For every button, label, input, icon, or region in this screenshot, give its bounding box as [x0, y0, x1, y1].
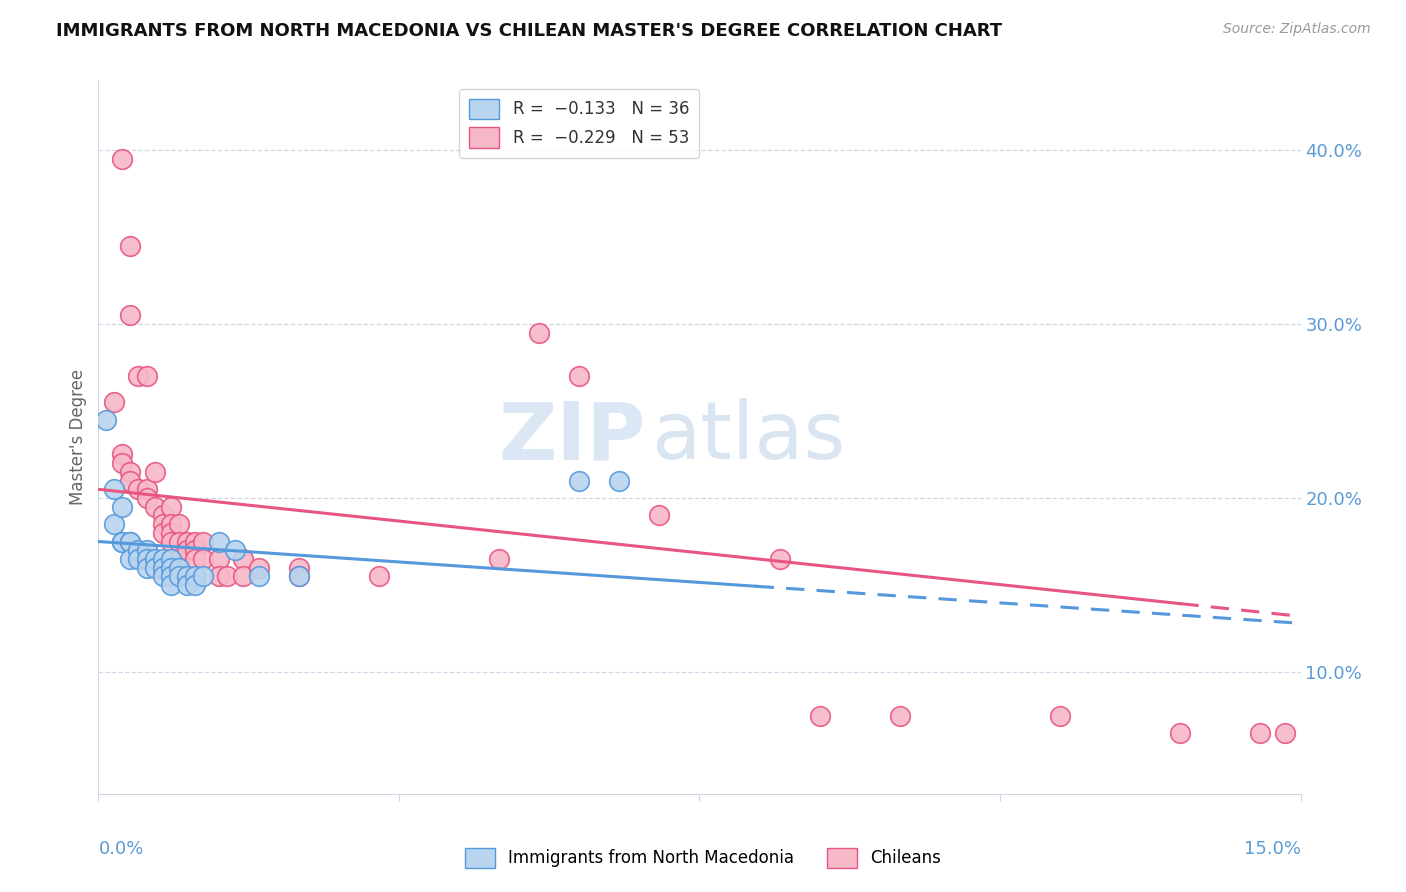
Point — [128, 483, 150, 497]
Point — [103, 483, 125, 497]
Point — [152, 525, 174, 540]
Point — [183, 534, 205, 549]
Point — [135, 483, 157, 497]
Text: 15.0%: 15.0% — [1243, 840, 1301, 858]
Text: ZIP: ZIP — [498, 398, 645, 476]
Point — [208, 534, 231, 549]
Point — [135, 543, 157, 558]
Legend: Immigrants from North Macedonia, Chileans: Immigrants from North Macedonia, Chilean… — [458, 841, 948, 875]
Point — [889, 708, 911, 723]
Point — [247, 560, 270, 574]
Point — [529, 326, 551, 340]
Point — [176, 543, 198, 558]
Point — [120, 238, 142, 252]
Point — [159, 578, 181, 592]
Point — [135, 369, 157, 384]
Point — [176, 569, 198, 583]
Point — [191, 552, 214, 566]
Point — [152, 560, 174, 574]
Point — [208, 552, 231, 566]
Point — [609, 474, 631, 488]
Point — [488, 552, 510, 566]
Point — [1170, 726, 1192, 740]
Point — [103, 517, 125, 532]
Point — [159, 534, 181, 549]
Text: 0.0%: 0.0% — [98, 840, 143, 858]
Point — [1250, 726, 1272, 740]
Point — [159, 560, 181, 574]
Point — [111, 534, 134, 549]
Point — [191, 534, 214, 549]
Point — [135, 552, 157, 566]
Point — [176, 578, 198, 592]
Point — [120, 465, 142, 479]
Point — [232, 569, 254, 583]
Point — [368, 569, 391, 583]
Point — [191, 569, 214, 583]
Point — [128, 552, 150, 566]
Point — [120, 552, 142, 566]
Point — [1274, 726, 1296, 740]
Point — [247, 569, 270, 583]
Point — [128, 543, 150, 558]
Point — [143, 560, 166, 574]
Point — [1049, 708, 1071, 723]
Point — [111, 500, 134, 514]
Point — [111, 448, 134, 462]
Point — [152, 552, 174, 566]
Point — [111, 152, 134, 166]
Point — [568, 369, 591, 384]
Point — [232, 552, 254, 566]
Point — [159, 517, 181, 532]
Point — [176, 534, 198, 549]
Point — [648, 508, 671, 523]
Point — [288, 560, 311, 574]
Point — [215, 569, 238, 583]
Point — [120, 308, 142, 322]
Point — [183, 552, 205, 566]
Point — [159, 552, 181, 566]
Point — [143, 465, 166, 479]
Point — [143, 500, 166, 514]
Point — [183, 578, 205, 592]
Point — [159, 569, 181, 583]
Point — [208, 569, 231, 583]
Legend: R =  −0.133   N = 36, R =  −0.229   N = 53: R = −0.133 N = 36, R = −0.229 N = 53 — [460, 88, 699, 158]
Point — [135, 491, 157, 505]
Point — [808, 708, 831, 723]
Point — [167, 552, 190, 566]
Point — [568, 474, 591, 488]
Point — [143, 552, 166, 566]
Point — [152, 517, 174, 532]
Text: atlas: atlas — [651, 398, 846, 476]
Text: IMMIGRANTS FROM NORTH MACEDONIA VS CHILEAN MASTER'S DEGREE CORRELATION CHART: IMMIGRANTS FROM NORTH MACEDONIA VS CHILE… — [56, 22, 1002, 40]
Point — [135, 560, 157, 574]
Point — [167, 560, 190, 574]
Point — [288, 569, 311, 583]
Point — [159, 525, 181, 540]
Point — [152, 569, 174, 583]
Point — [167, 534, 190, 549]
Y-axis label: Master's Degree: Master's Degree — [69, 369, 87, 505]
Point — [183, 543, 205, 558]
Point — [769, 552, 792, 566]
Point — [288, 569, 311, 583]
Point — [183, 569, 205, 583]
Point — [167, 517, 190, 532]
Point — [152, 508, 174, 523]
Point — [120, 534, 142, 549]
Point — [120, 474, 142, 488]
Point — [111, 534, 134, 549]
Point — [103, 395, 125, 409]
Point — [159, 500, 181, 514]
Point — [111, 456, 134, 470]
Text: Source: ZipAtlas.com: Source: ZipAtlas.com — [1223, 22, 1371, 37]
Point — [167, 569, 190, 583]
Point — [224, 543, 246, 558]
Point — [128, 369, 150, 384]
Point — [120, 534, 142, 549]
Point — [96, 412, 118, 426]
